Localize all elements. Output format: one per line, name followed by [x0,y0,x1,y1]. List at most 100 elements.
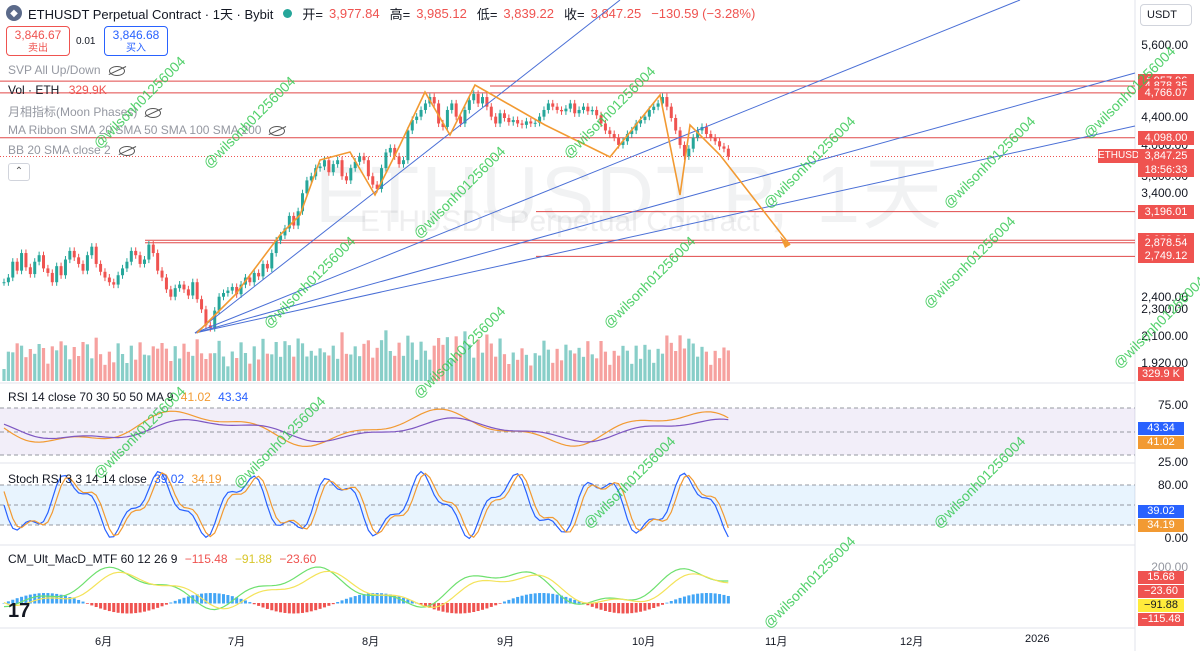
candle-body[interactable] [511,120,515,123]
candle-body[interactable] [121,268,125,276]
candle-body[interactable] [37,255,41,262]
eye-hidden-icon[interactable] [108,65,125,76]
candle-body[interactable] [279,235,283,241]
trend-line-1[interactable] [194,0,621,334]
candle-body[interactable] [274,240,278,254]
candle-body[interactable] [467,100,471,110]
candle-body[interactable] [568,103,572,109]
candle-body[interactable] [305,180,309,194]
candle-body[interactable] [182,284,186,290]
candle-body[interactable] [72,250,76,258]
candle-body[interactable] [656,103,660,107]
candle-body[interactable] [595,109,599,116]
candle-body[interactable] [85,255,89,271]
candle-body[interactable] [129,250,133,262]
candle-body[interactable] [371,176,375,185]
candle-body[interactable] [358,156,362,162]
candle-body[interactable] [555,106,559,110]
candle-body[interactable] [380,168,384,189]
candle-body[interactable] [235,286,239,295]
candle-body[interactable] [560,109,564,112]
candle-body[interactable] [94,246,98,264]
candle-body[interactable] [652,106,656,110]
candle-body[interactable] [384,152,388,169]
candle-body[interactable] [564,108,568,112]
candle-body[interactable] [90,246,94,256]
candle-body[interactable] [419,109,423,117]
candle-body[interactable] [393,147,397,157]
candle-body[interactable] [485,97,489,107]
candle-body[interactable] [691,137,695,149]
candle-body[interactable] [318,166,322,169]
candle-body[interactable] [46,268,50,273]
candle-body[interactable] [586,106,590,112]
stoch-legend[interactable]: Stoch RSI 3 3 14 14 close 39.02 34.19 [8,472,222,486]
candle-body[interactable] [529,121,533,124]
candle-body[interactable] [186,289,190,296]
candle-body[interactable] [112,282,116,285]
candle-body[interactable] [160,270,164,278]
candle-body[interactable] [459,116,463,124]
candle-body[interactable] [612,134,616,138]
candle-body[interactable] [621,141,625,145]
candle-body[interactable] [696,130,700,138]
candle-body[interactable] [77,257,81,264]
ribbon-legend[interactable]: MA Ribbon SMA 20 SMA 50 SMA 100 SMA 200 [8,123,286,137]
candle-body[interactable] [204,309,208,326]
candle-body[interactable] [200,299,204,310]
candle-body[interactable] [239,284,243,295]
candle-body[interactable] [551,103,555,107]
candle-body[interactable] [344,176,348,181]
candle-body[interactable] [590,109,594,112]
candle-body[interactable] [142,259,146,264]
candle-body[interactable] [507,117,511,123]
candle-body[interactable] [516,120,520,124]
candle-body[interactable] [125,261,129,269]
candle-body[interactable] [252,272,256,283]
candle-body[interactable] [603,123,607,131]
candle-body[interactable] [726,148,730,157]
candle-body[interactable] [59,266,63,276]
candle-body[interactable] [42,255,46,269]
candle-body[interactable] [301,193,305,212]
candle-body[interactable] [28,267,32,275]
candle-body[interactable] [63,259,67,276]
candle-body[interactable] [230,286,234,291]
candle-body[interactable] [410,120,414,131]
candle-body[interactable] [217,296,221,311]
candle-body[interactable] [362,156,366,161]
candle-body[interactable] [353,161,357,169]
trend-line-3[interactable] [194,72,1136,334]
candle-body[interactable] [709,134,713,138]
candle-body[interactable] [445,109,449,127]
candle-body[interactable] [441,123,445,127]
swing-pattern-line[interactable] [196,83,791,334]
candle-body[interactable] [178,284,182,289]
candle-body[interactable] [415,116,419,121]
buy-button[interactable]: 3,846.68 买入 [104,26,168,56]
candle-body[interactable] [520,123,524,125]
candle-body[interactable] [423,103,427,110]
candle-body[interactable] [577,109,581,114]
macd-legend[interactable]: CM_Ult_MacD_MTF 60 12 26 9 −115.48 −91.8… [8,552,316,566]
candle-body[interactable] [164,277,168,290]
candle-body[interactable] [608,130,612,135]
rsi-legend[interactable]: RSI 14 close 70 30 50 50 MA 9 41.02 43.3… [8,390,248,404]
candle-body[interactable] [116,275,120,285]
candle-body[interactable] [599,115,603,124]
candle-body[interactable] [24,253,28,268]
candle-body[interactable] [401,160,405,165]
candle-body[interactable] [191,282,195,296]
svp-legend[interactable]: SVP All Up/Down [8,63,125,77]
candle-body[interactable] [704,126,708,135]
collapse-legend-button[interactable]: ⌃ [8,163,30,181]
candle-body[interactable] [327,160,331,173]
candle-body[interactable] [647,109,651,117]
candle-body[interactable] [494,116,498,124]
candle-body[interactable] [134,250,138,256]
candle-body[interactable] [349,168,353,181]
candle-body[interactable] [388,147,392,153]
candle-body[interactable] [366,160,370,177]
candle-body[interactable] [322,160,326,167]
candle-body[interactable] [674,117,678,131]
